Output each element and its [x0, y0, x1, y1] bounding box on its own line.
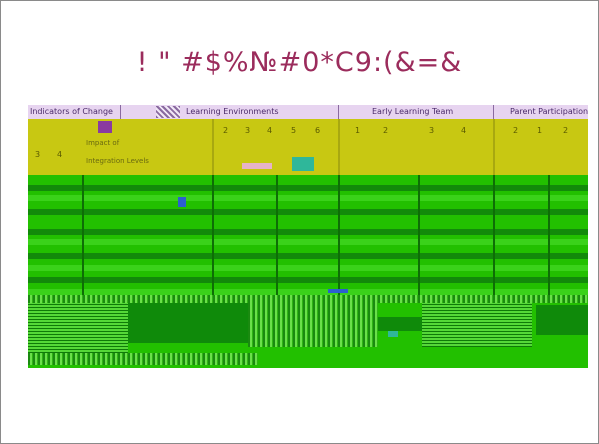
learning-environments-icon: [156, 106, 180, 118]
header-yellow-band: 3 4 Impact of Integration Levels 2 3 4 5…: [28, 119, 588, 175]
blue-marker: [178, 197, 186, 207]
column-divider: [212, 175, 214, 295]
header-divider: [120, 105, 121, 119]
col-number: 1: [354, 126, 361, 135]
column-divider: [493, 119, 495, 175]
header-parent-participation: Parent Participation: [510, 107, 588, 116]
row-number: 4: [56, 150, 63, 159]
column-divider: [82, 175, 84, 295]
highlight-marker: [242, 163, 272, 169]
header-indicators-of-change: Indicators of Change: [30, 107, 113, 116]
row-label: Impact of: [86, 139, 120, 147]
table-row-divider: [28, 195, 588, 201]
header-learning-environments: Learning Environments: [186, 107, 279, 116]
row-label: Integration Levels: [86, 157, 149, 165]
table-row-divider: [28, 277, 588, 283]
noise-block: [422, 303, 532, 347]
col-number: 2: [512, 126, 519, 135]
col-number: 4: [266, 126, 273, 135]
dark-block: [378, 317, 422, 331]
table-row-divider: [28, 185, 588, 191]
table-row-divider: [28, 289, 588, 295]
col-number: 3: [428, 126, 435, 135]
col-number: 4: [460, 126, 467, 135]
header-divider: [338, 105, 339, 119]
teal-marker: [292, 157, 314, 171]
column-divider: [493, 175, 495, 295]
column-divider: [212, 119, 214, 175]
table-header-row: Indicators of Change Learning Environmen…: [28, 105, 588, 120]
table-row-divider: [28, 253, 588, 259]
blue-marker: [328, 289, 348, 293]
header-early-learning-team: Early Learning Team: [372, 107, 454, 116]
column-divider: [338, 175, 340, 295]
noise-band: [28, 295, 588, 303]
column-divider: [338, 119, 340, 175]
col-number: 2: [222, 126, 229, 135]
dark-block: [536, 305, 588, 335]
table-row-divider: [28, 265, 588, 271]
col-number: 3: [244, 126, 251, 135]
col-number: 2: [562, 126, 569, 135]
teal-marker: [388, 331, 398, 337]
col-number: 6: [314, 126, 321, 135]
column-divider: [276, 175, 278, 295]
slide-title: ! " #$%№#0*C9:(&=&: [136, 47, 463, 78]
table-row-divider: [28, 239, 588, 245]
header-divider: [493, 105, 494, 119]
table-row-divider: [28, 229, 588, 235]
noise-block: [248, 303, 378, 347]
table-row-divider: [28, 209, 588, 215]
col-number: 5: [290, 126, 297, 135]
purple-chart-icon: [98, 121, 112, 133]
column-divider: [548, 175, 550, 295]
indicators-table: Indicators of Change Learning Environmen…: [28, 105, 588, 368]
dark-block: [128, 303, 248, 343]
column-divider: [418, 175, 420, 295]
noise-band: [28, 353, 258, 365]
col-number: 2: [382, 126, 389, 135]
row-number: 3: [34, 150, 41, 159]
col-number: 1: [536, 126, 543, 135]
noise-block: [28, 303, 128, 353]
